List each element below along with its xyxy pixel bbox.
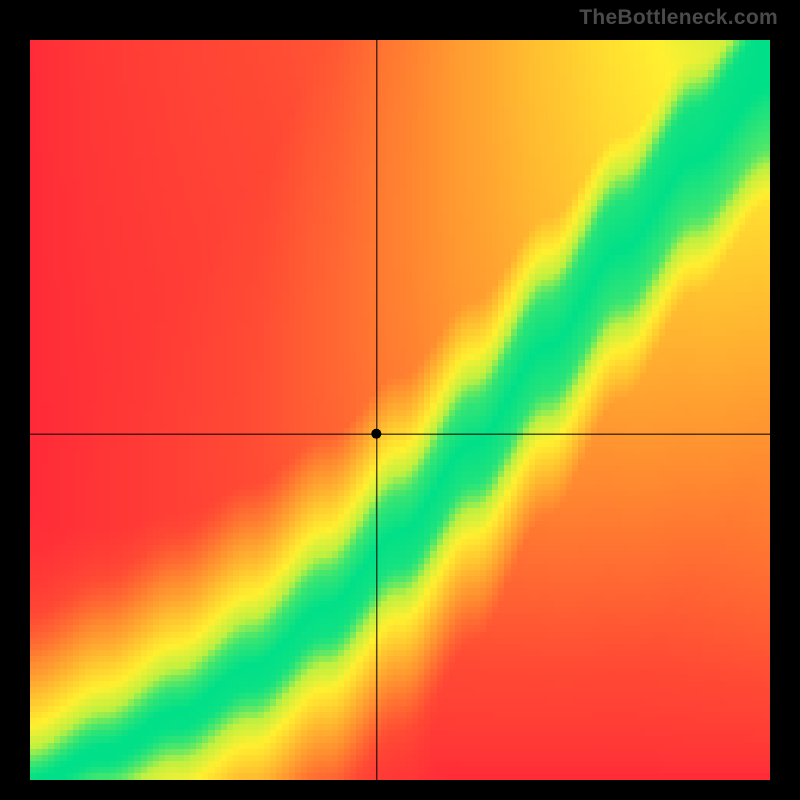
watermark-text: TheBottleneck.com	[579, 6, 778, 30]
heatmap-chart	[30, 40, 770, 780]
heatmap-canvas	[30, 40, 770, 780]
